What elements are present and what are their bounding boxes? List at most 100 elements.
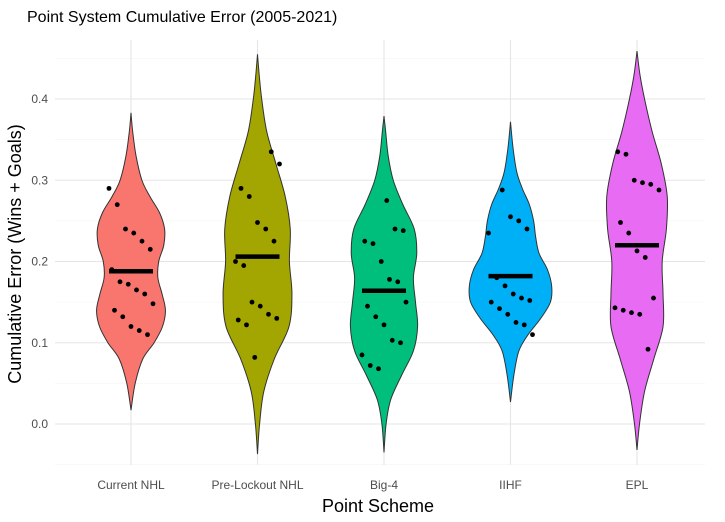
data-point [642, 255, 648, 260]
data-point [513, 320, 519, 325]
data-point [648, 181, 654, 187]
data-point [255, 220, 260, 225]
data-point [238, 185, 244, 191]
data-point [235, 317, 241, 323]
data-point [505, 311, 511, 317]
data-point [488, 299, 494, 305]
y-tick-label: 0.3 [31, 173, 48, 187]
data-point [365, 303, 370, 309]
violin-iihf [468, 121, 553, 403]
y-axis-label: Cumulative Error (Wins + Goals) [5, 124, 25, 384]
data-point [378, 259, 384, 264]
data-point [524, 226, 530, 232]
violin-pre-lockout-nhl [222, 54, 293, 455]
data-point [125, 281, 131, 287]
data-point [362, 238, 368, 244]
data-point [508, 214, 513, 220]
data-point [134, 287, 139, 293]
data-point [631, 177, 637, 183]
data-point [150, 301, 156, 307]
data-point [530, 332, 535, 338]
data-point [486, 230, 491, 236]
data-point [246, 194, 252, 199]
data-point [131, 230, 137, 236]
data-point [271, 238, 277, 244]
data-point [392, 226, 398, 232]
data-point [510, 291, 516, 297]
data-point [620, 307, 626, 313]
data-point [626, 230, 632, 236]
data-point [527, 298, 533, 303]
x-tick-label: Pre-Lockout NHL [211, 478, 303, 492]
data-point [403, 299, 409, 305]
data-point [629, 310, 634, 316]
data-point [145, 332, 150, 338]
data-point [114, 202, 120, 208]
data-point [499, 187, 505, 193]
data-point [367, 363, 373, 368]
data-point [634, 248, 640, 254]
data-point [274, 315, 280, 321]
data-point [497, 306, 502, 312]
data-point [268, 149, 274, 155]
data-point [370, 241, 376, 247]
data-point [359, 352, 365, 358]
data-point [117, 279, 123, 285]
x-axis-label: Point Scheme [322, 496, 434, 516]
data-point [400, 228, 406, 234]
data-point [389, 337, 395, 343]
data-point [637, 311, 643, 317]
data-point [502, 283, 508, 289]
y-tick-label: 0.0 [31, 417, 48, 431]
data-point [277, 161, 282, 167]
data-point [387, 276, 392, 282]
y-tick-label: 0.2 [31, 255, 48, 269]
x-tick-label: Big-4 [370, 478, 398, 492]
data-point [136, 328, 142, 333]
data-point [521, 322, 527, 328]
data-point [147, 246, 153, 252]
y-tick-label: 0.4 [31, 92, 48, 106]
data-point [257, 303, 263, 309]
data-point [128, 324, 134, 329]
violin-current-nhl [96, 112, 166, 411]
data-point [373, 314, 379, 320]
data-point [381, 322, 387, 328]
data-point [249, 299, 255, 305]
median-bars [109, 243, 659, 293]
data-point [384, 198, 390, 203]
data-point [123, 226, 128, 232]
data-point [233, 259, 238, 264]
data-point [516, 218, 522, 224]
data-point [615, 149, 621, 155]
data-point [398, 340, 403, 346]
data-point [645, 346, 651, 352]
data-point [112, 307, 117, 313]
data-points [106, 149, 662, 372]
y-tick-label: 0.1 [31, 336, 48, 350]
chart-title: Point System Cumulative Error (2005-2021… [27, 9, 337, 26]
data-point [266, 311, 271, 317]
x-tick-label: IIHF [499, 478, 522, 492]
data-point [244, 322, 249, 328]
x-tick-label: Current NHL [97, 478, 165, 492]
data-point [623, 151, 629, 157]
data-point [252, 354, 258, 360]
data-point [640, 180, 645, 186]
x-tick-label: EPL [626, 478, 649, 492]
data-point [142, 291, 148, 297]
violin-big-4 [349, 116, 419, 453]
data-point [618, 220, 623, 225]
y-axis-ticks: 0.0 0.1 0.2 0.3 0.4 [31, 92, 48, 431]
data-point [376, 366, 381, 372]
x-axis-ticks: Current NHL Pre-Lockout NHL Big-4 IIHF EPL [97, 478, 648, 492]
data-point [656, 187, 662, 193]
data-point [519, 295, 524, 301]
data-point [395, 279, 401, 285]
data-point [106, 185, 112, 191]
data-point [139, 238, 145, 244]
data-point [263, 226, 269, 232]
data-point [241, 263, 247, 268]
data-point [651, 295, 656, 301]
